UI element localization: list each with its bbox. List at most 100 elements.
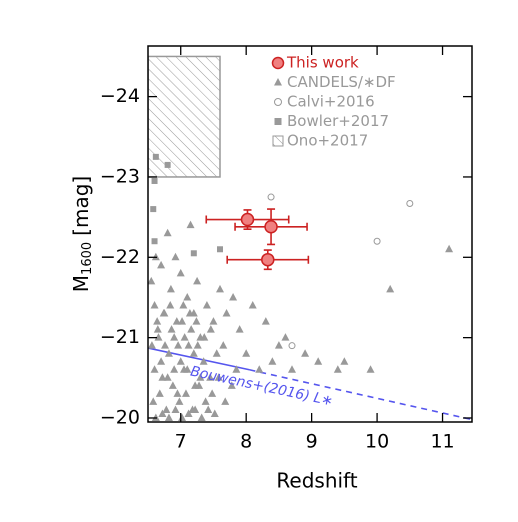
triangle [186, 220, 195, 229]
triangle [261, 317, 270, 325]
triangle [281, 333, 290, 341]
y-tick-label: −23 [100, 165, 140, 187]
point [264, 220, 278, 234]
triangle [209, 317, 218, 325]
triangle [166, 301, 175, 309]
square [217, 246, 223, 253]
triangle [161, 341, 170, 349]
model-line [249, 368, 472, 421]
y-tick-label: −22 [100, 246, 140, 268]
y-tick-label: −20 [100, 406, 140, 428]
triangle [170, 333, 179, 341]
triangle [208, 389, 217, 397]
triangle [210, 409, 219, 417]
triangle [227, 381, 236, 389]
triangle [274, 341, 283, 349]
triangle [157, 357, 166, 365]
triangle [178, 413, 187, 421]
legend-label: Ono+2017 [287, 132, 368, 150]
triangle [167, 325, 176, 333]
triangle [164, 349, 173, 357]
square [151, 238, 158, 245]
triangle [206, 325, 215, 333]
triangle [154, 333, 163, 341]
triangle [221, 397, 230, 405]
triangle [200, 333, 209, 341]
triangle [155, 389, 164, 397]
triangle [172, 317, 181, 325]
square [150, 206, 157, 213]
legend-label: Calvi+2016 [287, 93, 375, 111]
triangle [386, 284, 395, 293]
plot [148, 55, 472, 421]
open-circle [373, 237, 381, 245]
x-axis-label: Redshift [276, 469, 357, 493]
triangle [166, 284, 175, 293]
triangle [195, 381, 204, 389]
triangle [173, 389, 182, 397]
triangle [164, 413, 173, 421]
x-tick-label: 10 [365, 431, 389, 453]
legend-symbol [272, 135, 284, 147]
square [190, 250, 197, 257]
triangle [150, 301, 159, 309]
triangle [214, 373, 223, 381]
triangle [176, 357, 185, 365]
legend-label: This work [286, 54, 359, 72]
triangle [185, 309, 194, 317]
model-line [148, 347, 250, 371]
y-tick-label: −21 [100, 326, 140, 348]
y-axis-label: M1600 [mag] [69, 176, 95, 292]
triangle [445, 244, 454, 253]
triangle [183, 365, 192, 373]
x-tick-label: 9 [306, 431, 318, 453]
triangle [148, 341, 156, 349]
triangle [202, 301, 211, 309]
point [240, 212, 255, 227]
triangle [183, 292, 192, 301]
x-tick-label: 7 [175, 431, 187, 453]
triangle [151, 252, 160, 261]
triangle [255, 365, 264, 373]
triangle [171, 252, 180, 261]
triangle [201, 397, 210, 405]
triangle [192, 317, 201, 325]
triangle [248, 301, 257, 309]
triangle [179, 301, 188, 309]
triangle [162, 405, 171, 413]
triangle [180, 333, 189, 341]
triangle [157, 260, 166, 269]
triangle [181, 389, 190, 397]
legend-symbol [274, 118, 282, 125]
triangle [149, 397, 158, 405]
triangle [288, 365, 296, 373]
point [261, 252, 275, 267]
triangle [216, 284, 224, 293]
y-label-unit: [mag] [69, 176, 93, 236]
triangle [229, 292, 238, 301]
triangle [189, 349, 198, 357]
legend-label: CANDELS/∗DF [287, 73, 396, 91]
triangle [158, 409, 167, 417]
triangle [184, 341, 193, 349]
triangle [163, 373, 172, 381]
triangle [314, 357, 323, 365]
triangle [193, 341, 202, 349]
triangle [171, 405, 180, 413]
legend-symbol [274, 98, 282, 106]
triangle [191, 405, 200, 413]
triangle [184, 409, 193, 417]
triangle [301, 349, 310, 357]
open-circle [288, 342, 296, 350]
triangle [333, 365, 342, 373]
triangle [204, 405, 213, 413]
legend-symbol [271, 56, 285, 70]
hatched-box [148, 55, 221, 178]
triangle [150, 365, 159, 373]
triangle [176, 268, 185, 277]
triangle [168, 381, 177, 389]
triangle [193, 276, 202, 285]
triangle [196, 373, 205, 381]
triangle [212, 349, 221, 357]
